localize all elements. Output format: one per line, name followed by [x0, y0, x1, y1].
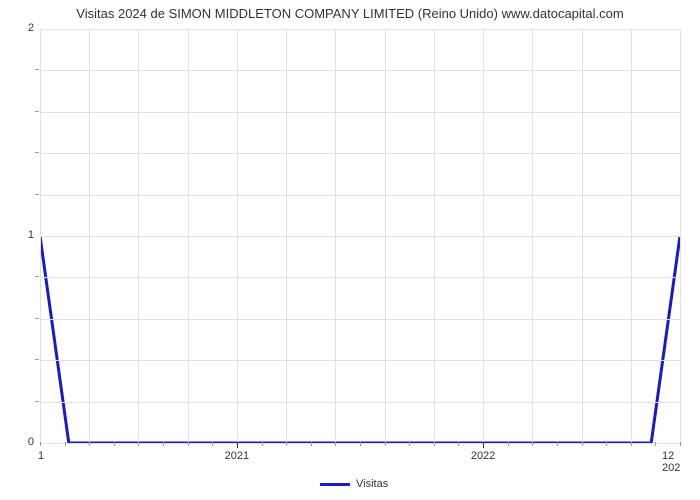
y-minor-tick — [35, 152, 39, 153]
plot-area — [40, 28, 680, 442]
x-minor-tick — [65, 442, 66, 446]
x-minor-tick — [262, 442, 263, 446]
grid-line-vertical — [680, 29, 681, 442]
x-minor-tick — [138, 442, 139, 446]
x-axis-corner-right: 12 202 — [662, 450, 680, 474]
x-minor-tick — [40, 442, 41, 446]
y-minor-tick — [35, 359, 39, 360]
x-tick-label: 2021 — [225, 450, 249, 462]
grid-line-horizontal — [40, 360, 680, 361]
x-minor-tick — [286, 442, 287, 446]
chart-container: Visitas 2024 de SIMON MIDDLETON COMPANY … — [0, 0, 700, 500]
y-tick-label: 0 — [20, 436, 34, 448]
legend-swatch — [320, 483, 350, 486]
y-minor-tick — [35, 111, 39, 112]
x-minor-tick — [532, 442, 533, 446]
y-minor-tick — [35, 194, 39, 195]
x-minor-tick — [114, 442, 115, 446]
x-minor-tick — [680, 442, 681, 446]
x-minor-tick — [311, 442, 312, 446]
x-minor-tick — [360, 442, 361, 446]
grid-line-horizontal — [40, 402, 680, 403]
x-major-tick — [483, 442, 484, 448]
x-minor-tick — [655, 442, 656, 446]
grid-line-horizontal — [40, 319, 680, 320]
y-minor-tick — [35, 318, 39, 319]
grid-line-horizontal — [40, 195, 680, 196]
x-minor-tick — [508, 442, 509, 446]
y-minor-tick — [35, 276, 39, 277]
legend-label: Visitas — [356, 478, 388, 490]
legend: Visitas — [320, 478, 388, 490]
x-minor-tick — [385, 442, 386, 446]
y-minor-tick — [35, 69, 39, 70]
x-minor-tick — [582, 442, 583, 446]
x-minor-tick — [212, 442, 213, 446]
x-major-tick — [237, 442, 238, 448]
y-tick-label: 1 — [20, 229, 34, 241]
x-minor-tick — [89, 442, 90, 446]
x-minor-tick — [188, 442, 189, 446]
x-minor-tick — [458, 442, 459, 446]
grid-line-horizontal — [40, 112, 680, 113]
grid-line-horizontal — [40, 153, 680, 154]
x-minor-tick — [557, 442, 558, 446]
x-axis-corner-left: 1 — [38, 450, 44, 462]
x-minor-tick — [631, 442, 632, 446]
x-minor-tick — [434, 442, 435, 446]
grid-line-horizontal — [40, 236, 680, 237]
x-minor-tick — [163, 442, 164, 446]
grid-line-horizontal — [40, 70, 680, 71]
chart-title: Visitas 2024 de SIMON MIDDLETON COMPANY … — [0, 6, 700, 21]
x-minor-tick — [335, 442, 336, 446]
x-tick-label: 2022 — [471, 450, 495, 462]
y-tick-label: 2 — [20, 22, 34, 34]
x-minor-tick — [409, 442, 410, 446]
grid-line-horizontal — [40, 29, 680, 30]
x-minor-tick — [606, 442, 607, 446]
y-minor-tick — [35, 401, 39, 402]
grid-line-horizontal — [40, 277, 680, 278]
